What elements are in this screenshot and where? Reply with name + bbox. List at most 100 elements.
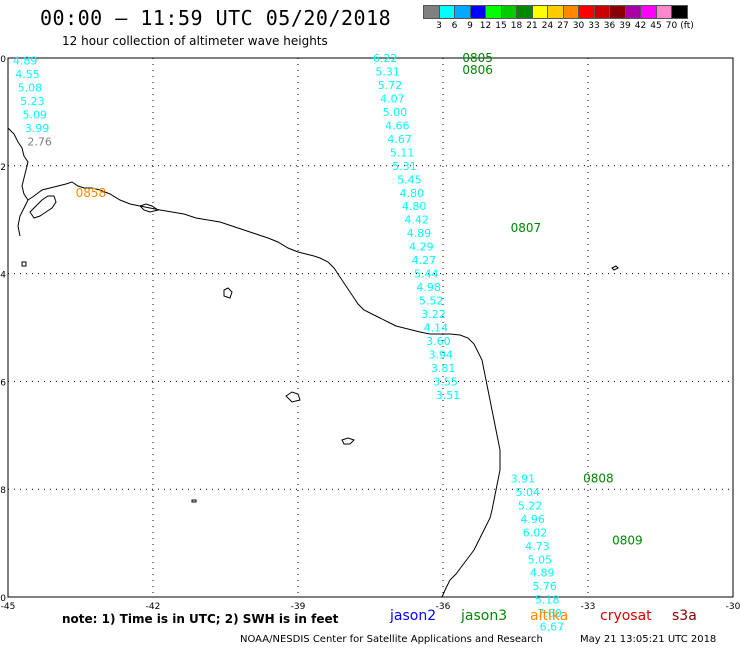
color-scale-label: 21 <box>526 21 538 31</box>
wave-height-reading: 3.51 <box>436 389 461 402</box>
island-2 <box>223 287 233 299</box>
x-tick-label: -36 <box>436 602 451 612</box>
wave-height-reading: 4.29 <box>409 241 434 254</box>
color-scale-labels: 3 6 9 12 15 18 21 24 27 30 33 36 39 42 45 70 (ft) <box>423 19 694 33</box>
wave-height-reading: 4.96 <box>520 513 545 526</box>
wave-height-reading: 4.73 <box>525 540 550 553</box>
footer-credit: NOAA/NESDIS Center for Satellite Applica… <box>240 634 543 645</box>
color-scale-label: 36 <box>603 21 616 31</box>
island-4 <box>341 437 355 445</box>
coastline-northwest <box>7 127 29 237</box>
color-scale-label: 33 <box>588 21 600 31</box>
color-scale-label: 9 <box>467 21 473 31</box>
wave-height-reading: 4.80 <box>402 200 427 213</box>
wave-height-reading: 5.76 <box>532 580 557 593</box>
island-5 <box>611 265 619 271</box>
wave-height-reading: 6.22 <box>373 52 398 65</box>
axis-tick-labels: -45 -42 -39 -36 -33 -30 0 -2 -4 -6 -8 -10 <box>0 55 740 612</box>
y-tick-label: -6 <box>0 378 6 388</box>
pass-time-label: 0809 <box>612 533 643 547</box>
pass-time-label: 0805 <box>462 51 493 65</box>
page-subtitle: 12 hour collection of altimeter wave hei… <box>62 34 328 48</box>
y-tick-label: 0 <box>0 55 6 65</box>
wave-height-reading: 4.98 <box>416 281 441 294</box>
wave-height-reading: 4.66 <box>385 119 410 132</box>
color-scale-label: (ft) <box>680 21 694 31</box>
gridlines <box>8 58 733 597</box>
wave-height-reading: 3.22 <box>421 308 446 321</box>
wave-height-reading: 3.60 <box>426 335 451 348</box>
wave-height-reading: 5.22 <box>518 499 543 512</box>
wave-height-reading: 4.27 <box>412 254 437 267</box>
color-scale-label: 30 <box>572 21 585 31</box>
x-tick-label: -33 <box>581 602 596 612</box>
color-scale-label: 42 <box>634 21 647 31</box>
island-6 <box>21 261 27 267</box>
wave-height-reading: 5.08 <box>18 82 42 95</box>
wave-height-reading: 5.04 <box>516 486 541 499</box>
y-tick-label: -4 <box>0 271 6 281</box>
island-3 <box>285 391 301 403</box>
color-scale-swatches <box>423 5 688 19</box>
wave-height-reading: 3.91 <box>511 472 535 485</box>
wave-height-reading: 5.18 <box>535 594 560 607</box>
color-scale-label: 12 <box>479 21 492 31</box>
satellite-legend-cryosat: cryosat <box>600 608 652 624</box>
legend-note: note: 1) Time is in UTC; 2) SWH is in fe… <box>62 612 339 626</box>
x-tick-label: -45 <box>1 602 16 612</box>
color-scale-swatch <box>671 5 688 19</box>
y-tick-label: -10 <box>0 594 6 604</box>
wave-height-reading: 4.80 <box>400 187 425 200</box>
color-scale-label: 3 <box>436 21 442 31</box>
page-title: 00:00 — 11:59 UTC 05/20/2018 <box>40 6 392 30</box>
wave-height-readings: 4.894.555.085.235.093.992.766.225.315.72… <box>13 52 564 634</box>
coastline-bay <box>29 195 57 219</box>
wave-height-reading: 5.31 <box>375 65 400 78</box>
satellite-legend-s3a: s3a <box>672 608 697 624</box>
wave-height-reading: 7.60 <box>537 607 562 620</box>
color-scale-legend: 3 6 9 12 15 18 21 24 27 30 33 36 39 42 45 70 (ft) <box>423 5 694 33</box>
wave-height-reading: 5.44 <box>414 268 439 281</box>
y-tick-label: -2 <box>0 163 6 173</box>
wave-height-reading: 3.55 <box>433 375 458 388</box>
wave-height-reading: 5.31 <box>392 160 417 173</box>
color-scale-label: 39 <box>619 21 631 31</box>
color-scale-label: 27 <box>557 21 569 31</box>
x-tick-label: -39 <box>291 602 306 612</box>
wave-height-reading: 5.05 <box>528 553 553 566</box>
pass-time-label: 0808 <box>583 471 614 485</box>
island-7 <box>191 499 197 503</box>
color-scale-label: 15 <box>495 21 507 31</box>
footer-timestamp: May 21 13:05:21 UTC 2018 <box>580 634 717 645</box>
pass-time-label: 0806 <box>462 63 493 77</box>
wave-height-reading: 5.09 <box>23 109 48 122</box>
color-scale-label: 24 <box>541 21 554 31</box>
wave-height-reading: 2.76 <box>27 136 52 149</box>
wave-height-reading: 5.23 <box>20 95 45 108</box>
wave-height-reading: 4.14 <box>424 322 449 335</box>
wave-height-reading: 4.89 <box>530 567 555 580</box>
coastline <box>7 127 619 598</box>
color-scale-label: 18 <box>510 21 523 31</box>
satellite-legend-altika: altika <box>530 608 569 624</box>
wave-height-reading: 6.02 <box>523 526 548 539</box>
satellite-legend-jason2: jason2 <box>390 608 437 624</box>
x-tick-label: -42 <box>146 602 161 612</box>
wave-height-reading: 5.72 <box>378 79 403 92</box>
color-scale-label: 70 <box>665 21 678 31</box>
x-tick-label: -30 <box>726 602 740 612</box>
wave-height-reading: 5.11 <box>390 146 415 159</box>
wave-height-reading: 4.07 <box>380 92 405 105</box>
wave-height-reading: 5.52 <box>419 295 444 308</box>
wave-height-reading: 3.99 <box>25 122 49 135</box>
wave-height-reading: 4.67 <box>387 133 412 146</box>
wave-height-reading: 6.67 <box>540 621 565 634</box>
wave-height-reading: 4.89 <box>13 55 38 68</box>
pass-time-label: 0858 <box>76 186 107 200</box>
wave-height-reading: 4.42 <box>404 214 429 227</box>
wave-height-reading: 3.94 <box>429 348 454 361</box>
color-scale-label: 6 <box>451 21 458 31</box>
pass-time-label: 0807 <box>511 221 542 235</box>
